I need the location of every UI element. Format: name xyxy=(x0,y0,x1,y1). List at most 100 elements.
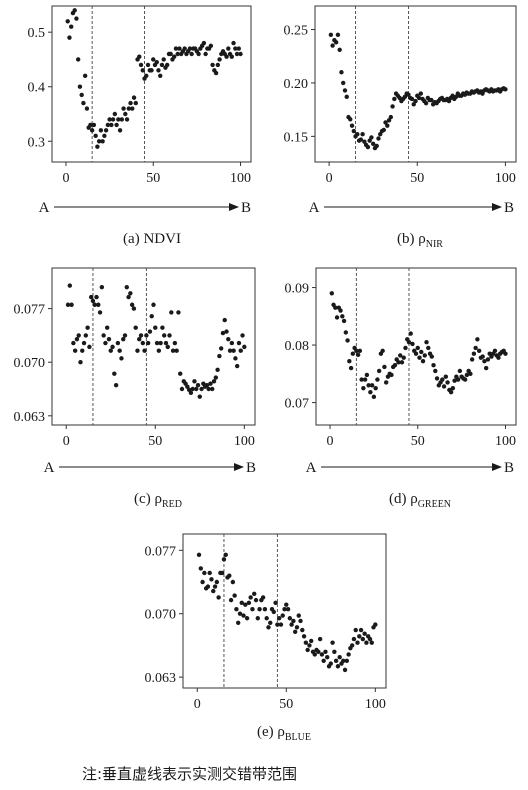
data-point xyxy=(471,351,477,356)
data-point xyxy=(198,566,204,571)
data-point xyxy=(328,661,333,666)
data-point xyxy=(126,294,131,300)
data-point xyxy=(116,117,121,122)
y-tick-label: 0.08 xyxy=(285,339,310,354)
data-point xyxy=(213,375,219,380)
data-point xyxy=(364,372,370,378)
data-point xyxy=(133,325,138,330)
data-point xyxy=(354,348,359,354)
x-tick-label: 0 xyxy=(326,171,333,186)
data-point xyxy=(195,382,201,388)
data-point xyxy=(101,333,106,338)
data-point xyxy=(426,345,431,351)
data-point xyxy=(284,602,289,607)
data-point xyxy=(203,51,208,57)
x-tick-label: 50 xyxy=(146,171,160,186)
data-point xyxy=(218,346,224,351)
data-point xyxy=(151,57,156,62)
panel-caption-main: (c) ρ xyxy=(134,491,162,507)
data-point xyxy=(194,386,199,392)
data-point xyxy=(341,80,346,86)
data-point xyxy=(97,310,103,315)
data-point xyxy=(105,122,111,128)
data-point xyxy=(88,122,93,128)
data-point xyxy=(154,59,159,65)
data-point xyxy=(161,57,166,62)
data-point xyxy=(211,379,217,384)
data-point xyxy=(84,106,90,111)
data-point xyxy=(233,46,238,51)
data-point xyxy=(236,620,241,625)
data-point xyxy=(335,664,341,669)
data-point xyxy=(434,376,440,381)
data-point xyxy=(216,595,221,600)
data-point xyxy=(455,377,461,382)
y-tick-label: 0.3 xyxy=(28,135,46,150)
data-point xyxy=(388,114,394,120)
data-point xyxy=(417,355,422,360)
data-point xyxy=(210,62,215,68)
data-point xyxy=(197,394,202,399)
y-tick-label: 0.25 xyxy=(284,24,309,39)
data-point xyxy=(413,351,419,356)
data-point xyxy=(383,120,388,125)
data-point xyxy=(406,339,412,345)
data-point xyxy=(71,340,76,346)
data-point xyxy=(211,588,216,594)
data-point xyxy=(99,284,105,290)
data-point xyxy=(257,606,262,612)
data-point xyxy=(321,658,326,664)
data-point xyxy=(204,382,210,388)
data-point xyxy=(413,98,418,104)
panel-caption-subscript: GREEN xyxy=(418,499,451,510)
data-point xyxy=(102,133,107,139)
data-point xyxy=(503,87,508,92)
data-point xyxy=(360,132,365,137)
data-point xyxy=(121,337,126,342)
data-point xyxy=(77,84,83,89)
data-point xyxy=(431,362,436,368)
data-point xyxy=(330,43,335,48)
data-point xyxy=(192,379,197,384)
y-tick-label: 0.07 xyxy=(285,397,310,412)
data-point xyxy=(145,62,151,68)
data-point xyxy=(178,371,183,376)
plot-frame xyxy=(51,5,252,163)
arrow-start-label: A xyxy=(44,460,55,476)
chart-panel-4: 0 50 100 0.07 0.08 0.09 A B (d) ρGREEN xyxy=(285,267,517,510)
data-point xyxy=(231,348,236,353)
data-point xyxy=(303,640,309,645)
data-point xyxy=(88,294,94,300)
chart-panel-1: 0 50 100 0.3 0.4 0.5 A B (a) NDVI xyxy=(28,5,252,247)
arrow-start-label: A xyxy=(306,460,317,476)
figure-note: 注:垂直虚线表示实测交错带范围 xyxy=(82,765,298,783)
data-point xyxy=(167,333,172,338)
data-point xyxy=(119,356,124,361)
data-point xyxy=(382,364,387,370)
y-tick-label: 0.20 xyxy=(284,77,309,92)
data-point xyxy=(328,32,334,38)
data-point xyxy=(103,128,109,133)
data-point xyxy=(145,340,151,346)
data-point xyxy=(107,117,112,122)
data-point xyxy=(468,371,473,377)
data-point xyxy=(213,70,219,76)
data-point xyxy=(231,40,236,46)
data-point xyxy=(374,143,379,149)
data-point xyxy=(291,618,296,624)
data-point xyxy=(255,616,260,621)
data-point xyxy=(355,352,361,358)
data-point xyxy=(188,390,194,396)
data-point xyxy=(278,622,284,627)
data-point xyxy=(415,345,420,351)
data-point xyxy=(360,636,366,642)
data-point xyxy=(173,46,179,51)
data-point xyxy=(411,102,416,107)
panel-caption-main: (d) ρ xyxy=(389,491,418,507)
data-point xyxy=(482,358,487,364)
data-point xyxy=(144,333,149,338)
data-point xyxy=(232,593,237,598)
data-point xyxy=(93,133,98,139)
data-point xyxy=(401,355,406,360)
data-point xyxy=(440,377,445,382)
